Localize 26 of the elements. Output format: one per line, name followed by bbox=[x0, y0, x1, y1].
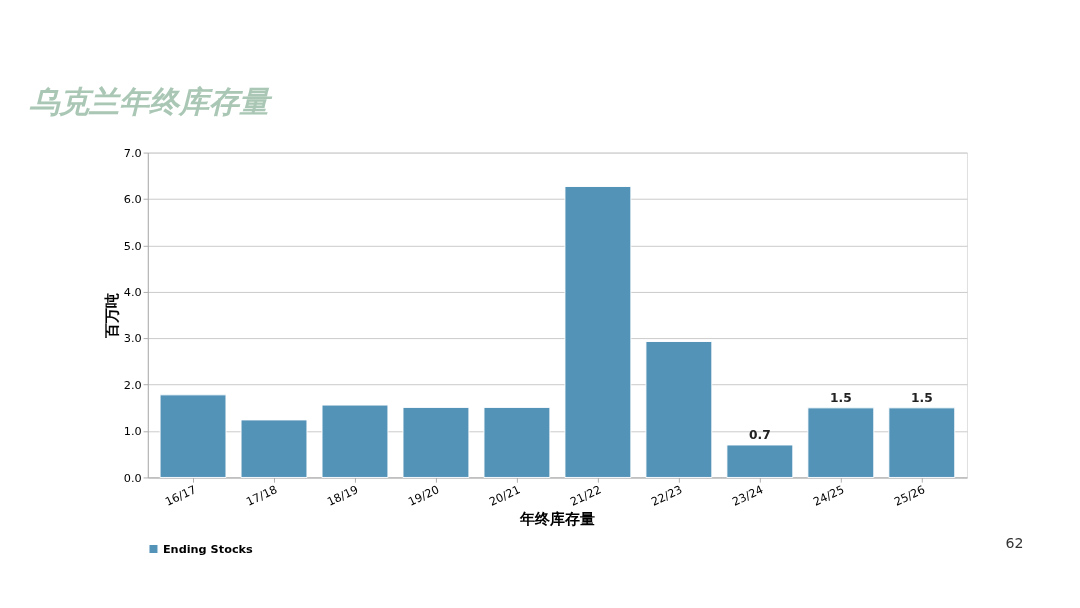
y-tick-label: 5.0 bbox=[123, 239, 142, 253]
bar bbox=[726, 444, 794, 478]
bar bbox=[159, 394, 227, 478]
data-label: 0.7 bbox=[749, 428, 771, 443]
y-tick-label: 7.0 bbox=[123, 146, 142, 160]
chart-title: 乌克兰年终库存量 bbox=[29, 84, 274, 120]
bar bbox=[240, 419, 308, 478]
y-tick-label: 3.0 bbox=[123, 332, 142, 346]
y-tick-label: 2.0 bbox=[123, 378, 142, 392]
y-tick-label: 0.0 bbox=[123, 471, 142, 485]
y-tick-label: 4.0 bbox=[123, 286, 142, 300]
text: 62 bbox=[1005, 535, 1024, 552]
bar bbox=[564, 186, 632, 478]
bar bbox=[321, 404, 389, 478]
bar bbox=[888, 407, 956, 478]
data-label: 1.5 bbox=[910, 391, 933, 406]
y-axis-title: 百万吨 bbox=[103, 293, 122, 340]
x-axis-title: 年终库存量 bbox=[519, 509, 596, 528]
y-tick-label: 1.0 bbox=[123, 425, 142, 439]
legend-label: Ending Stocks bbox=[162, 542, 254, 556]
data-label: 1.5 bbox=[829, 391, 852, 406]
y-tick-label: 6.0 bbox=[123, 193, 142, 207]
bar bbox=[645, 341, 713, 478]
bar bbox=[402, 406, 470, 478]
bar bbox=[483, 406, 551, 478]
bar bbox=[807, 407, 875, 478]
